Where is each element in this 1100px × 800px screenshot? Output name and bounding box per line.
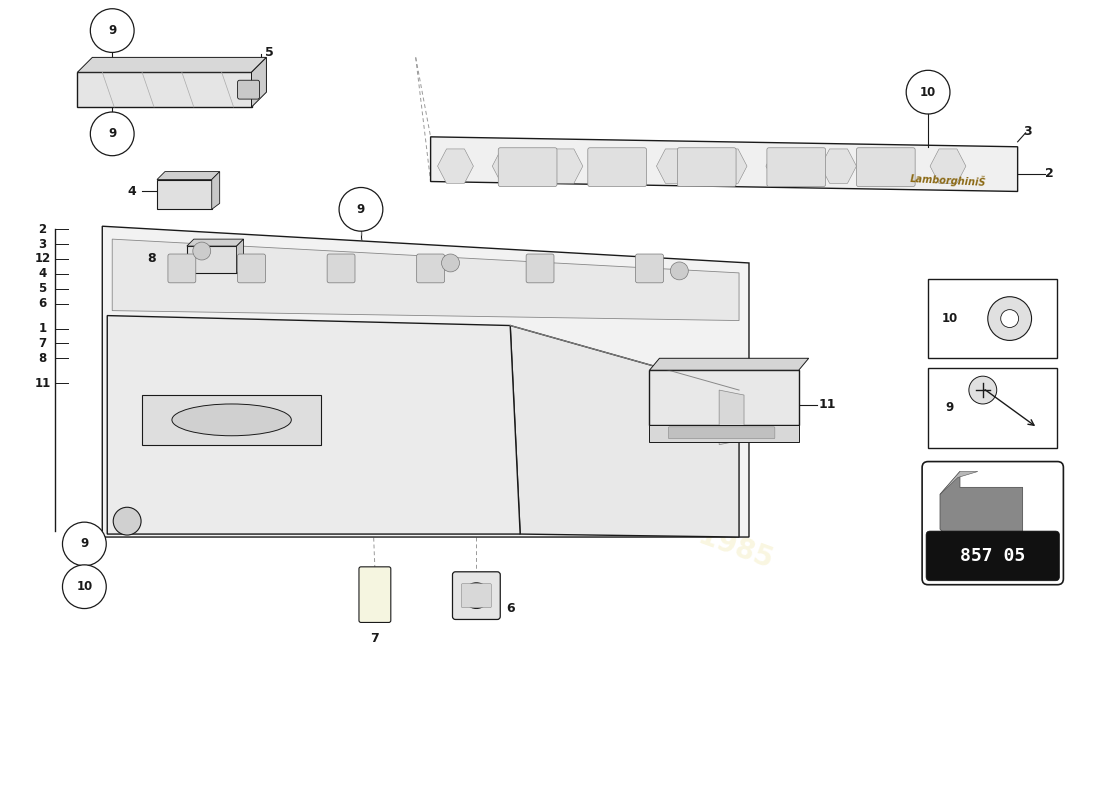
Text: 9: 9 xyxy=(946,402,954,414)
FancyBboxPatch shape xyxy=(922,462,1064,585)
Polygon shape xyxy=(157,179,211,210)
Text: 9: 9 xyxy=(108,24,117,37)
Text: LamborghiniŠ: LamborghiniŠ xyxy=(910,171,987,187)
Polygon shape xyxy=(649,425,799,442)
FancyBboxPatch shape xyxy=(327,254,355,283)
Text: 10: 10 xyxy=(920,86,936,98)
Text: 4: 4 xyxy=(128,185,136,198)
Circle shape xyxy=(969,376,997,404)
Text: 3: 3 xyxy=(1023,126,1032,138)
Text: 7: 7 xyxy=(371,632,380,645)
FancyBboxPatch shape xyxy=(636,254,663,283)
Polygon shape xyxy=(430,137,1018,191)
FancyBboxPatch shape xyxy=(238,254,265,283)
Polygon shape xyxy=(649,358,808,370)
Polygon shape xyxy=(236,239,243,273)
Circle shape xyxy=(670,262,689,280)
Polygon shape xyxy=(547,149,583,183)
Polygon shape xyxy=(157,171,220,179)
Polygon shape xyxy=(766,149,802,183)
Circle shape xyxy=(63,522,107,566)
Text: 12: 12 xyxy=(34,253,51,266)
Polygon shape xyxy=(187,246,236,273)
Text: 10: 10 xyxy=(76,580,92,593)
FancyBboxPatch shape xyxy=(587,148,647,186)
Text: a passion for parts since 1985: a passion for parts since 1985 xyxy=(323,386,777,574)
Text: 2: 2 xyxy=(39,222,46,236)
Text: 10: 10 xyxy=(942,312,958,325)
Polygon shape xyxy=(211,171,220,210)
Polygon shape xyxy=(719,390,744,445)
Polygon shape xyxy=(252,58,266,107)
Polygon shape xyxy=(876,149,911,183)
Circle shape xyxy=(113,507,141,535)
Polygon shape xyxy=(931,149,966,183)
Polygon shape xyxy=(77,58,266,72)
Text: 9: 9 xyxy=(108,127,117,140)
Text: europarts: europarts xyxy=(328,351,772,429)
Ellipse shape xyxy=(172,404,292,436)
FancyBboxPatch shape xyxy=(238,80,260,99)
FancyBboxPatch shape xyxy=(678,148,736,186)
Text: 11: 11 xyxy=(34,377,51,390)
Polygon shape xyxy=(510,326,739,537)
FancyBboxPatch shape xyxy=(461,584,492,607)
Text: 5: 5 xyxy=(265,46,274,59)
Circle shape xyxy=(90,9,134,53)
Polygon shape xyxy=(112,239,739,321)
Text: 8: 8 xyxy=(39,352,46,365)
Polygon shape xyxy=(940,471,1023,551)
Text: 3: 3 xyxy=(39,238,46,250)
Circle shape xyxy=(906,70,950,114)
Text: 1: 1 xyxy=(39,322,46,335)
Text: 5: 5 xyxy=(39,282,46,295)
Text: 857 05: 857 05 xyxy=(960,547,1025,565)
Text: 9: 9 xyxy=(80,538,88,550)
FancyBboxPatch shape xyxy=(926,531,1059,581)
FancyBboxPatch shape xyxy=(417,254,444,283)
Polygon shape xyxy=(493,149,528,183)
Polygon shape xyxy=(438,149,473,183)
Polygon shape xyxy=(602,149,638,183)
FancyBboxPatch shape xyxy=(359,567,390,622)
Text: 2: 2 xyxy=(1045,167,1054,180)
Text: 9: 9 xyxy=(356,203,365,216)
FancyBboxPatch shape xyxy=(669,427,774,438)
Circle shape xyxy=(63,565,107,609)
Text: 8: 8 xyxy=(147,253,156,266)
Polygon shape xyxy=(77,72,252,107)
FancyBboxPatch shape xyxy=(452,572,500,619)
Circle shape xyxy=(192,242,211,260)
Text: 6: 6 xyxy=(39,297,46,310)
Circle shape xyxy=(441,254,460,272)
Text: 6: 6 xyxy=(506,602,515,615)
Circle shape xyxy=(339,187,383,231)
FancyBboxPatch shape xyxy=(928,279,1057,358)
FancyBboxPatch shape xyxy=(928,368,1057,448)
Polygon shape xyxy=(657,149,692,183)
Text: 7: 7 xyxy=(39,337,46,350)
Polygon shape xyxy=(821,149,857,183)
FancyBboxPatch shape xyxy=(767,148,826,186)
Polygon shape xyxy=(712,149,747,183)
Circle shape xyxy=(463,582,490,609)
Circle shape xyxy=(90,112,134,156)
FancyBboxPatch shape xyxy=(498,148,557,186)
Polygon shape xyxy=(142,395,321,445)
Polygon shape xyxy=(102,226,749,537)
Circle shape xyxy=(988,297,1032,341)
Polygon shape xyxy=(649,370,799,425)
FancyBboxPatch shape xyxy=(857,148,915,186)
Polygon shape xyxy=(940,471,978,494)
Circle shape xyxy=(1001,310,1019,327)
Text: 4: 4 xyxy=(39,267,46,280)
FancyBboxPatch shape xyxy=(526,254,554,283)
Polygon shape xyxy=(107,315,520,534)
Polygon shape xyxy=(187,239,243,246)
FancyBboxPatch shape xyxy=(168,254,196,283)
Text: 11: 11 xyxy=(818,398,836,411)
